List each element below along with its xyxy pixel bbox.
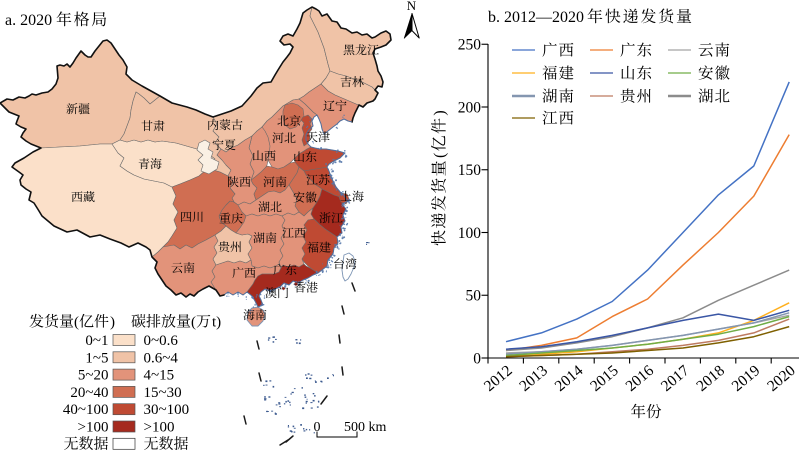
svg-text:0.6~4: 0.6~4 <box>144 350 179 366</box>
svg-text:): ) <box>432 110 449 115</box>
svg-text:30~100: 30~100 <box>144 402 190 418</box>
svg-text:4~15: 4~15 <box>144 368 175 384</box>
svg-text:200: 200 <box>458 99 482 116</box>
svg-text:1~5: 1~5 <box>85 350 108 366</box>
svg-text:500 km: 500 km <box>344 420 387 435</box>
svg-text:150: 150 <box>458 162 482 179</box>
svg-text:0: 0 <box>473 350 481 367</box>
svg-text:N: N <box>407 0 417 13</box>
svg-text:100: 100 <box>458 225 482 242</box>
svg-text:(: ( <box>74 315 79 331</box>
svg-text:50: 50 <box>466 288 482 305</box>
svg-text:0~0.6: 0~0.6 <box>144 333 179 349</box>
svg-text:>100: >100 <box>78 420 109 436</box>
svg-text:t): t) <box>212 315 221 331</box>
svg-text:>100: >100 <box>144 420 175 436</box>
svg-text:(: ( <box>432 153 449 158</box>
svg-text:20~40: 20~40 <box>70 385 108 401</box>
svg-text:40~100: 40~100 <box>63 402 109 418</box>
svg-text:): ) <box>110 315 115 331</box>
svg-text:0~1: 0~1 <box>85 333 108 349</box>
svg-text:250: 250 <box>458 37 482 54</box>
svg-text:b. 2012—2020: b. 2012—2020 <box>488 9 584 26</box>
svg-text:(: ( <box>191 315 196 331</box>
svg-text:15~30: 15~30 <box>144 385 182 401</box>
svg-text:a. 2020: a. 2020 <box>5 12 52 29</box>
svg-text:5~20: 5~20 <box>78 368 109 384</box>
svg-text:0: 0 <box>314 420 321 435</box>
